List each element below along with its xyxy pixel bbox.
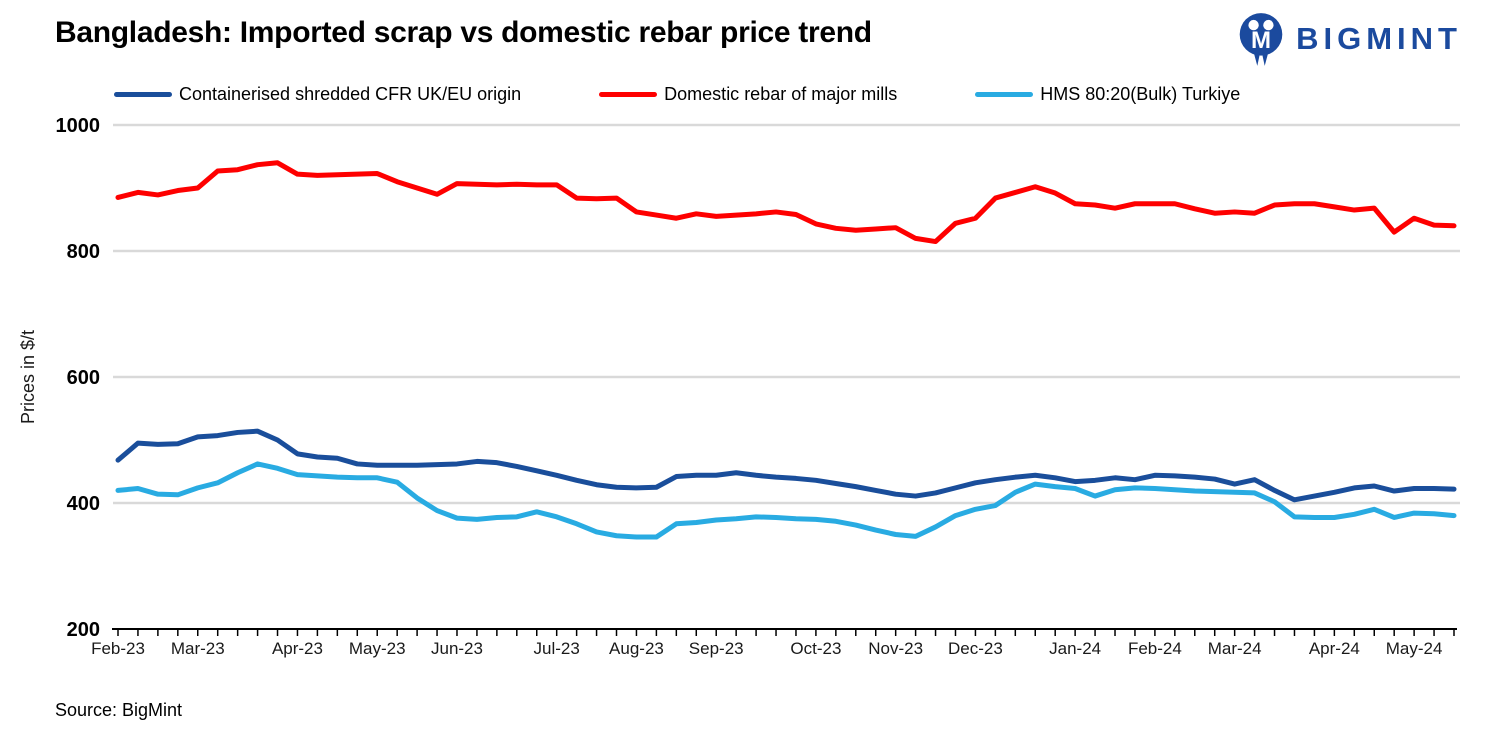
- svg-text:Mar-24: Mar-24: [1208, 639, 1262, 658]
- svg-text:Feb-23: Feb-23: [91, 639, 145, 658]
- svg-text:Sep-23: Sep-23: [689, 639, 744, 658]
- y-gridlines: [113, 123, 1460, 505]
- svg-text:Prices in $/t: Prices in $/t: [18, 330, 38, 424]
- legend-item-hms: HMS 80:20(Bulk) Turkiye: [975, 84, 1240, 105]
- svg-text:Jul-23: Jul-23: [534, 639, 580, 658]
- svg-text:Feb-24: Feb-24: [1128, 639, 1182, 658]
- source-note: Source: BigMint: [55, 700, 183, 720]
- legend-item-rebar: Domestic rebar of major mills: [599, 84, 897, 105]
- legend-item-shredded: Containerised shredded CFR UK/EU origin: [114, 84, 521, 105]
- svg-text:Nov-23: Nov-23: [868, 639, 923, 658]
- svg-text:800: 800: [67, 241, 100, 263]
- svg-text:M: M: [1251, 27, 1271, 54]
- legend-swatch-shredded: [114, 92, 172, 97]
- x-axis-labels: Feb-23 Mar-23 Apr-23 May-23 Jun-23 Jul-23 Aug-…: [91, 639, 1442, 658]
- svg-text:400: 400: [67, 493, 100, 515]
- svg-text:Jan-24: Jan-24: [1049, 639, 1101, 658]
- page-title: Bangladesh: Imported scrap vs domestic r…: [55, 16, 872, 49]
- legend-label-rebar: Domestic rebar of major mills: [664, 84, 898, 104]
- legend-label-shredded: Containerised shredded CFR UK/EU origin: [179, 84, 522, 104]
- legend-swatch-hms: [975, 92, 1034, 97]
- svg-text:Aug-23: Aug-23: [609, 639, 664, 658]
- legend-swatch-rebar: [599, 92, 658, 97]
- bigmint-logo-text: BIGMINT: [1296, 21, 1462, 56]
- series-lines: [115, 160, 1457, 540]
- bigmint-logo: M BIGMINT: [1236, 10, 1462, 68]
- svg-text:Apr-24: Apr-24: [1309, 639, 1360, 658]
- svg-text:May-24: May-24: [1386, 639, 1443, 658]
- svg-text:Oct-23: Oct-23: [790, 639, 841, 658]
- y-axis-labels: 200 400 600 800 1000: [56, 115, 101, 641]
- svg-text:Jun-23: Jun-23: [431, 639, 483, 658]
- svg-text:1000: 1000: [56, 115, 101, 137]
- svg-text:Mar-23: Mar-23: [171, 639, 225, 658]
- svg-text:600: 600: [67, 367, 100, 389]
- svg-text:200: 200: [67, 619, 100, 641]
- legend-label-hms: HMS 80:20(Bulk) Turkiye: [1040, 84, 1241, 104]
- y-axis-title: Prices in $/t: [18, 330, 38, 424]
- svg-text:Apr-23: Apr-23: [272, 639, 323, 658]
- x-axis: [112, 628, 1457, 636]
- chart-legend: Containerised shredded CFR UK/EU origin …: [114, 84, 1240, 105]
- bigmint-logo-icon: M: [1239, 13, 1283, 66]
- svg-text:Dec-23: Dec-23: [948, 639, 1003, 658]
- svg-text:May-23: May-23: [349, 639, 406, 658]
